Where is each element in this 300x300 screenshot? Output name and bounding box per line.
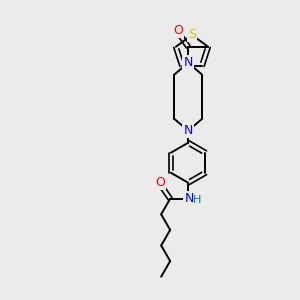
Text: N: N <box>184 192 194 205</box>
Text: O: O <box>173 24 183 37</box>
Text: N: N <box>184 124 193 137</box>
Text: O: O <box>155 176 165 189</box>
Text: H: H <box>193 195 201 205</box>
Text: S: S <box>188 28 196 40</box>
Text: N: N <box>184 56 193 69</box>
